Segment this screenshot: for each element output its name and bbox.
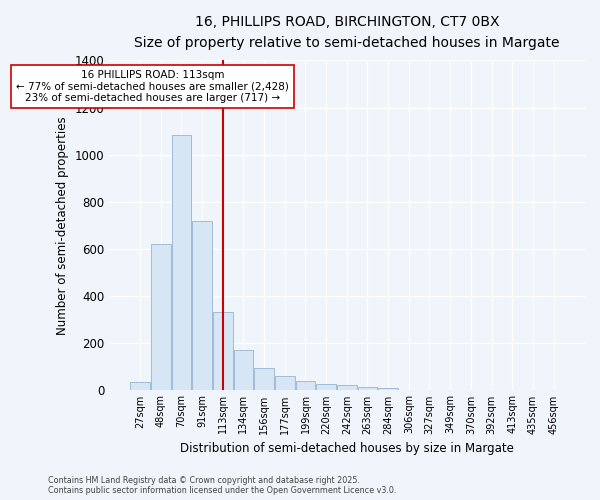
Bar xyxy=(337,386,356,390)
Title: 16, PHILLIPS ROAD, BIRCHINGTON, CT7 0BX
Size of property relative to semi-detach: 16, PHILLIPS ROAD, BIRCHINGTON, CT7 0BX … xyxy=(134,15,560,50)
Bar xyxy=(172,134,191,390)
Bar xyxy=(233,350,253,390)
Bar xyxy=(379,388,398,390)
Bar xyxy=(275,376,295,390)
Y-axis label: Number of semi-detached properties: Number of semi-detached properties xyxy=(56,116,69,334)
Bar xyxy=(296,380,315,390)
Bar xyxy=(192,220,212,390)
Bar xyxy=(151,244,170,390)
Bar xyxy=(130,382,150,390)
Text: 16 PHILLIPS ROAD: 113sqm
← 77% of semi-detached houses are smaller (2,428)
23% o: 16 PHILLIPS ROAD: 113sqm ← 77% of semi-d… xyxy=(16,70,289,103)
Text: Contains HM Land Registry data © Crown copyright and database right 2025.
Contai: Contains HM Land Registry data © Crown c… xyxy=(48,476,397,495)
X-axis label: Distribution of semi-detached houses by size in Margate: Distribution of semi-detached houses by … xyxy=(180,442,514,455)
Bar xyxy=(254,368,274,390)
Bar xyxy=(316,384,336,390)
Bar xyxy=(213,312,233,390)
Bar xyxy=(358,386,377,390)
